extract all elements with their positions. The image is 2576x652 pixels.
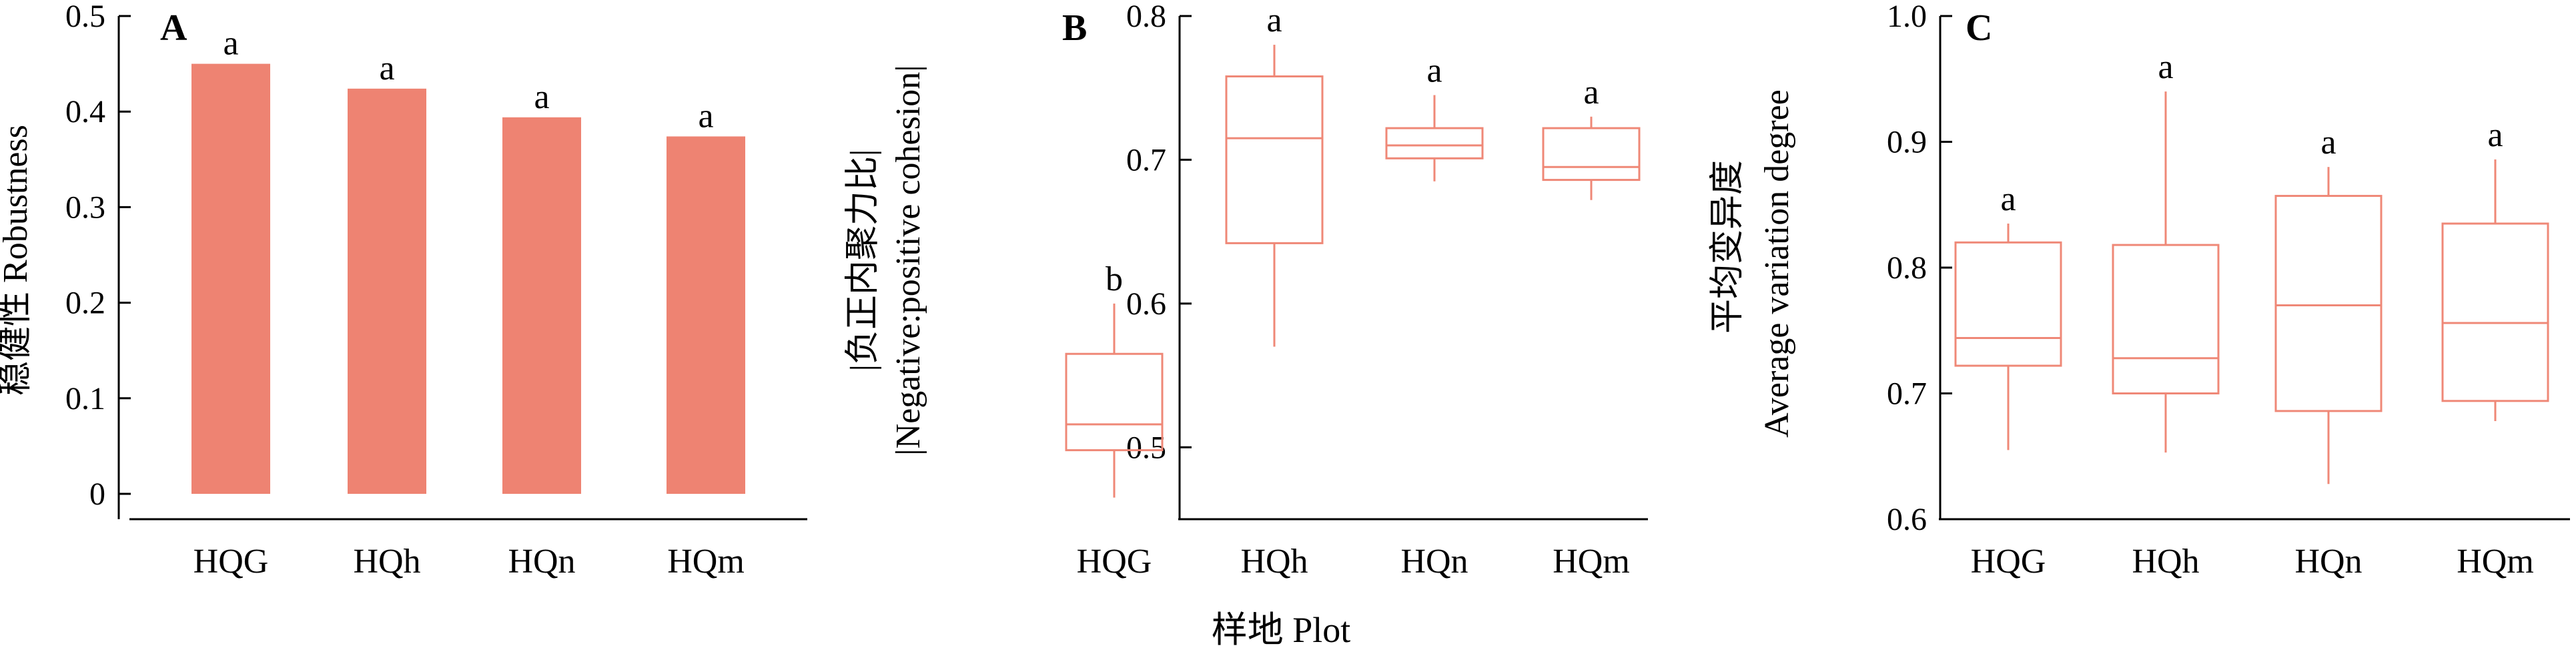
significance-letter: a [698,97,713,135]
x-tick-label: HQm [667,543,745,581]
panel-c-variation-box-plot: 0.6 0.7 0.8 0.9 1.0 C 平均变异度 Average variation d… [1709,0,2570,581]
significance-letter: a [2000,180,2016,218]
x-tick-label: HQG [1077,543,1152,581]
significance-letter: b [1106,260,1123,298]
y-tick-label: 0.8 [1887,250,1927,286]
panel-a-robustness-bar-chart: 0 0.1 0.2 0.3 0.4 0.5 A 稳健性 Robustness HQG HQh HQn… [0,0,807,581]
panel-b-cohesion-box-plot: 0.5 0.6 0.7 0.8 B |负正内聚力比| |Negative:positive … [844,0,1648,581]
bar [348,88,426,494]
significance-letter: a [2158,48,2173,86]
box-iqr [2112,244,2220,394]
x-tick-label: HQG [193,543,269,581]
significance-letter: a [1426,51,1442,89]
y-tick-label: 0.6 [1887,502,1927,537]
box-iqr [1954,241,2062,367]
box-iqr [1542,127,1641,182]
bar [502,117,581,495]
box-iqr [1225,75,1324,244]
y-tick-label: 0 [89,476,105,512]
y-axis-title: 稳健性 Robustness [0,125,35,396]
y-tick-label: 0.7 [1887,376,1927,412]
x-axis-title: 样地 Plot [1212,610,1351,650]
y-tick-label: 0.6 [1126,286,1166,322]
panel-label: C [1966,7,1992,49]
x-tick-label: HQG [1971,543,2046,581]
significance-letter: a [379,49,394,87]
x-tick-label: HQn [2294,543,2362,581]
x-tick-label: HQh [2132,543,2199,581]
significance-letter: a [2320,123,2336,161]
x-tick-label: HQm [1553,543,1630,581]
significance-letter: a [223,25,238,63]
y-tick-label: 0.4 [65,94,105,129]
y-tick-label: 0.1 [65,381,105,416]
y-tick-label: 0.2 [65,286,105,321]
significance-letter: a [534,78,549,116]
significance-letter: a [1266,1,1282,39]
x-tick-label: HQn [508,543,575,581]
significance-letter: a [2487,116,2503,154]
bar [667,136,745,494]
panel-label: A [160,7,187,49]
box-iqr [2441,222,2549,402]
x-tick-label: HQn [1400,543,1468,581]
y-tick-label: 0.5 [65,0,105,34]
y-axis-title: |Negative:positive cohesion| [889,65,927,455]
significance-letter: a [1583,73,1599,111]
box-iqr [1385,127,1484,159]
y-axis-title: Average variation degree [1758,89,1796,438]
y-tick-label: 0.5 [1126,430,1166,465]
y-tick-label: 1.0 [1887,0,1927,34]
y-axis-title: 平均变异度 [1709,160,1747,334]
x-tick-label: HQh [353,543,420,581]
y-axis-title: |负正内聚力比| [844,149,882,372]
box-iqr [2274,195,2383,412]
x-tick-label: HQm [2457,543,2534,581]
y-tick-label: 0.7 [1126,142,1166,178]
panel-label: B [1062,7,1087,49]
y-tick-label: 0.8 [1126,0,1166,34]
y-tick-label: 0.3 [65,190,105,225]
y-tick-label: 0.9 [1887,125,1927,160]
box-iqr [1065,352,1164,452]
x-tick-label: HQh [1240,543,1308,581]
bar [191,63,270,495]
